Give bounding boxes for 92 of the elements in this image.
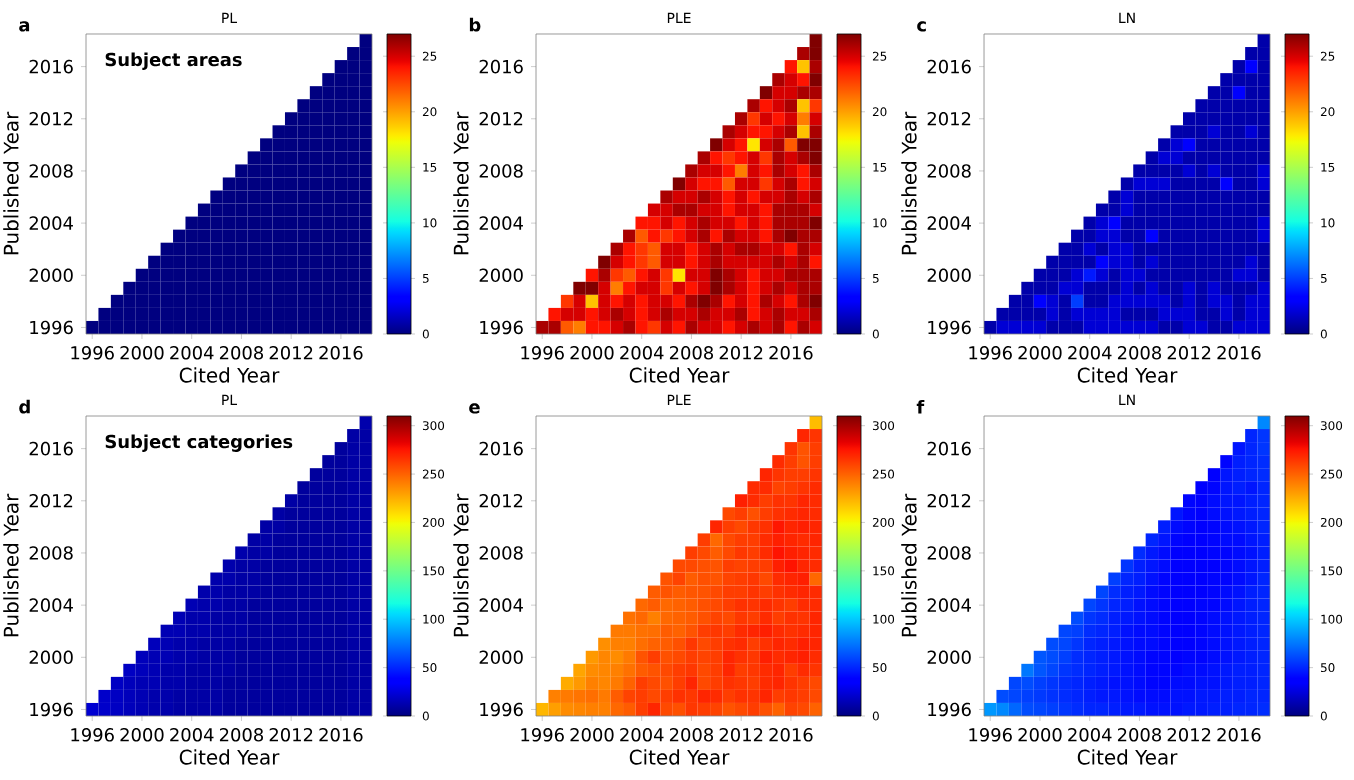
x-tick-label: 2000 xyxy=(1018,346,1062,360)
y-tick-label: 2004 xyxy=(29,216,73,230)
y-tick-label: 2012 xyxy=(479,494,523,508)
y-tick-label: 2012 xyxy=(29,494,73,508)
y-tick-label: 1996 xyxy=(30,702,73,717)
x-tick-label: 2000 xyxy=(570,728,614,742)
y-tick-label: 2008 xyxy=(29,546,73,560)
y-tick-label: 2012 xyxy=(927,494,971,508)
x-axis-title: Cited Year xyxy=(179,367,280,383)
y-tick-label: 2012 xyxy=(29,111,73,126)
y-tick-label: 2000 xyxy=(29,268,73,283)
x-axis-title: Cited Year xyxy=(179,749,280,765)
y-tick-label: 2016 xyxy=(479,59,523,74)
text: f xyxy=(916,399,925,414)
y-tick-label: 1996 xyxy=(30,320,73,335)
x-tick-label: 2016 xyxy=(769,728,813,742)
x-tick-label: 2008 xyxy=(219,728,264,742)
x-tick-label: 2012 xyxy=(719,728,763,742)
x-axis-title: Cited Year xyxy=(629,367,730,383)
y-tick-label: 2008 xyxy=(29,164,73,178)
text: c xyxy=(917,21,926,32)
y-tick-label: 2004 xyxy=(479,598,523,612)
y-axis-title: Published Year xyxy=(3,111,19,255)
annotation: Subject categories xyxy=(105,434,293,452)
y-tick-label: 2016 xyxy=(29,59,73,74)
y-tick-label: 2000 xyxy=(29,650,73,665)
x-tick-label: 1996 xyxy=(521,346,564,360)
y-tick-label: 2016 xyxy=(479,441,523,456)
y-tick-label: 2016 xyxy=(927,59,971,74)
annotation: Subject areas xyxy=(105,52,242,70)
y-tick-label: 1996 xyxy=(480,702,523,717)
y-tick-label: 2004 xyxy=(927,598,971,612)
y-tick-label: 2004 xyxy=(479,216,523,230)
y-tick-label: 2004 xyxy=(927,216,971,230)
y-tick-label: 2004 xyxy=(29,598,73,612)
x-tick-label: 1996 xyxy=(71,728,114,742)
x-tick-label: 2004 xyxy=(620,728,664,742)
x-tick-label: 2000 xyxy=(120,346,164,360)
x-tick-label: 2012 xyxy=(1167,728,1211,742)
x-tick-label: 1996 xyxy=(969,346,1012,360)
x-tick-label: 2000 xyxy=(1018,728,1062,742)
x-tick-label: 2016 xyxy=(319,728,363,742)
x-tick-label: 2012 xyxy=(269,728,313,742)
y-axis-title: Published Year xyxy=(901,493,917,637)
y-tick-label: 2008 xyxy=(927,546,971,560)
x-axis-title: Cited Year xyxy=(1077,749,1178,765)
text: d xyxy=(19,399,30,414)
x-tick-label: 2004 xyxy=(620,346,664,360)
y-tick-label: 2000 xyxy=(479,650,523,665)
x-axis-title: Cited Year xyxy=(1077,367,1178,383)
x-tick-label: 2012 xyxy=(269,346,313,360)
y-tick-label: 2000 xyxy=(927,268,971,283)
y-tick-label: 2012 xyxy=(479,111,523,126)
y-tick-label: 1996 xyxy=(928,702,971,717)
y-tick-label: 2000 xyxy=(927,650,971,665)
x-tick-label: 2012 xyxy=(1167,346,1211,360)
x-tick-label: 2016 xyxy=(1217,728,1261,742)
y-tick-label: 1996 xyxy=(480,320,523,335)
y-axis-title: Published Year xyxy=(901,111,917,255)
text: b xyxy=(469,17,481,32)
y-tick-label: 2000 xyxy=(479,268,523,283)
x-tick-label: 2004 xyxy=(1068,728,1112,742)
y-tick-label: 2016 xyxy=(29,441,73,456)
x-tick-label: 2008 xyxy=(1117,728,1162,742)
y-tick-label: 1996 xyxy=(928,320,971,335)
x-tick-label: 2004 xyxy=(170,728,214,742)
x-tick-label: 2016 xyxy=(319,346,363,360)
x-tick-label: 2016 xyxy=(769,346,813,360)
x-axis-title: Cited Year xyxy=(629,749,730,765)
text: e xyxy=(469,403,480,414)
y-axis-title: Published Year xyxy=(453,111,469,255)
x-tick-label: 2004 xyxy=(1068,346,1112,360)
x-tick-label: 2008 xyxy=(669,346,714,360)
x-tick-label: 2012 xyxy=(719,346,763,360)
x-tick-label: 1996 xyxy=(71,346,114,360)
x-tick-label: 2016 xyxy=(1217,346,1261,360)
y-tick-label: 2008 xyxy=(927,164,971,178)
x-tick-label: 2000 xyxy=(570,346,614,360)
text: a xyxy=(19,21,30,32)
x-tick-label: 2008 xyxy=(669,728,714,742)
y-tick-label: 2008 xyxy=(479,546,523,560)
y-tick-label: 2016 xyxy=(927,441,971,456)
y-tick-label: 2012 xyxy=(927,111,971,126)
x-tick-label: 2000 xyxy=(120,728,164,742)
x-tick-label: 2008 xyxy=(1117,346,1162,360)
x-tick-label: 2008 xyxy=(219,346,264,360)
x-tick-label: 2004 xyxy=(170,346,214,360)
y-axis-title: Published Year xyxy=(453,493,469,637)
y-tick-label: 2008 xyxy=(479,164,523,178)
x-tick-label: 1996 xyxy=(521,728,564,742)
y-axis-title: Published Year xyxy=(3,493,19,637)
x-tick-label: 1996 xyxy=(969,728,1012,742)
